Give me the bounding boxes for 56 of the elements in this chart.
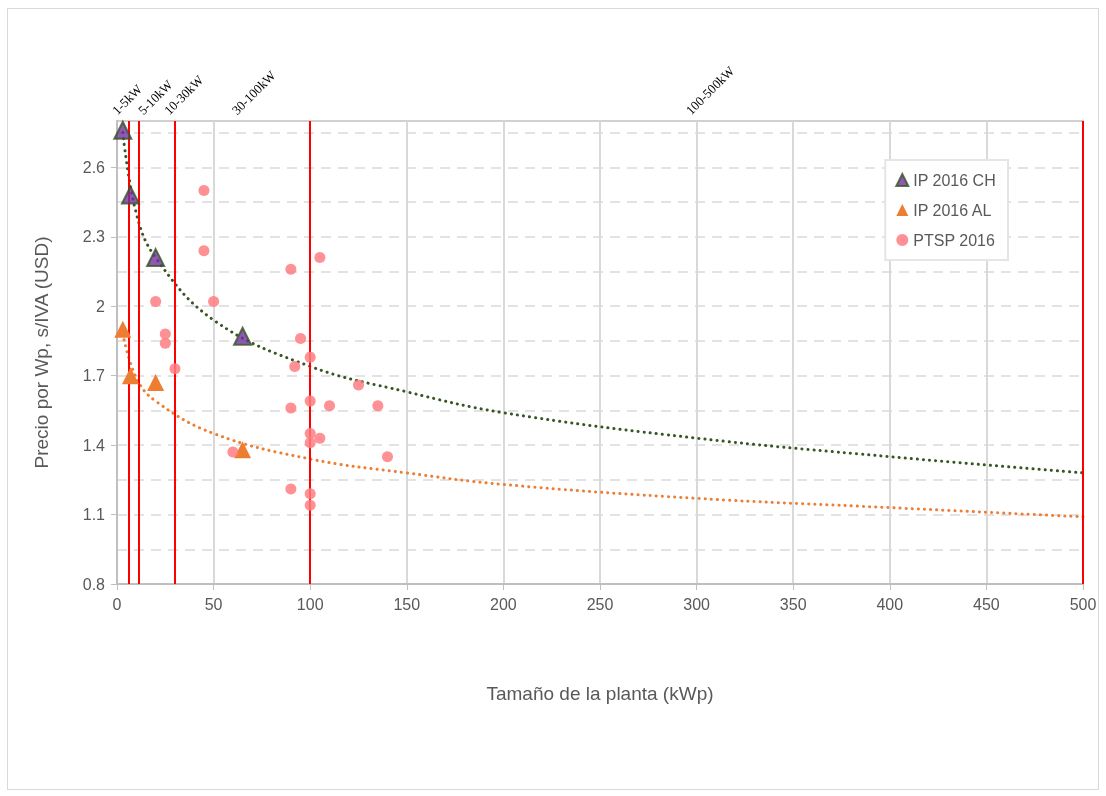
y-tick-label: 1.1 bbox=[82, 506, 106, 524]
x-tick-label: 350 bbox=[779, 595, 807, 613]
point bbox=[285, 402, 297, 414]
point bbox=[324, 400, 336, 412]
x-tick-label: 400 bbox=[876, 595, 904, 613]
x-axis-title: Tamaño de la planta (kWp) bbox=[486, 683, 714, 704]
y-tick-label: 0.8 bbox=[82, 575, 106, 593]
point bbox=[304, 499, 316, 511]
point bbox=[372, 400, 384, 412]
point bbox=[159, 328, 171, 340]
y-tick-label: 1.7 bbox=[82, 367, 106, 385]
point bbox=[208, 296, 220, 308]
point bbox=[381, 451, 393, 463]
point bbox=[147, 374, 165, 392]
point bbox=[159, 337, 171, 349]
x-tick-label: 50 bbox=[204, 595, 223, 613]
x-tick-label: 250 bbox=[586, 595, 614, 613]
legend-label: IP 2016 AL bbox=[913, 201, 992, 219]
point bbox=[150, 296, 162, 308]
legend-label: IP 2016 CH bbox=[913, 171, 996, 189]
y-tick-label: 2.3 bbox=[82, 228, 106, 246]
point bbox=[198, 184, 210, 196]
point bbox=[304, 428, 316, 440]
y-axis-title: Precio por Wp, s/IVA (USD) bbox=[31, 236, 52, 469]
y-tick-label: 2 bbox=[96, 297, 106, 315]
point bbox=[304, 488, 316, 500]
point bbox=[304, 395, 316, 407]
point bbox=[234, 441, 252, 459]
x-tick-label: 100 bbox=[296, 595, 324, 613]
x-tick-label: 0 bbox=[112, 595, 122, 613]
point bbox=[114, 320, 132, 338]
y-tick-label: 1.4 bbox=[82, 436, 106, 454]
point bbox=[295, 333, 307, 345]
x-tick-label: 150 bbox=[393, 595, 421, 613]
point bbox=[169, 363, 181, 375]
point bbox=[121, 185, 141, 205]
point bbox=[353, 379, 364, 391]
x-tick-label: 200 bbox=[490, 595, 517, 613]
point bbox=[289, 360, 301, 372]
point bbox=[227, 446, 239, 458]
legend-label: PTSP 2016 bbox=[913, 231, 995, 249]
point bbox=[314, 432, 326, 444]
y-tick-label: 2.6 bbox=[82, 158, 106, 176]
point bbox=[198, 245, 210, 257]
point bbox=[113, 120, 133, 140]
point bbox=[146, 248, 166, 268]
point bbox=[314, 252, 326, 264]
x-tick-label: 500 bbox=[1069, 595, 1097, 613]
point bbox=[304, 351, 316, 363]
point bbox=[285, 263, 297, 275]
point bbox=[122, 367, 140, 385]
x-tick-label: 450 bbox=[973, 595, 1000, 613]
point bbox=[285, 483, 297, 495]
point bbox=[233, 326, 253, 346]
point bbox=[304, 437, 316, 449]
x-tick-label: 300 bbox=[683, 595, 711, 613]
